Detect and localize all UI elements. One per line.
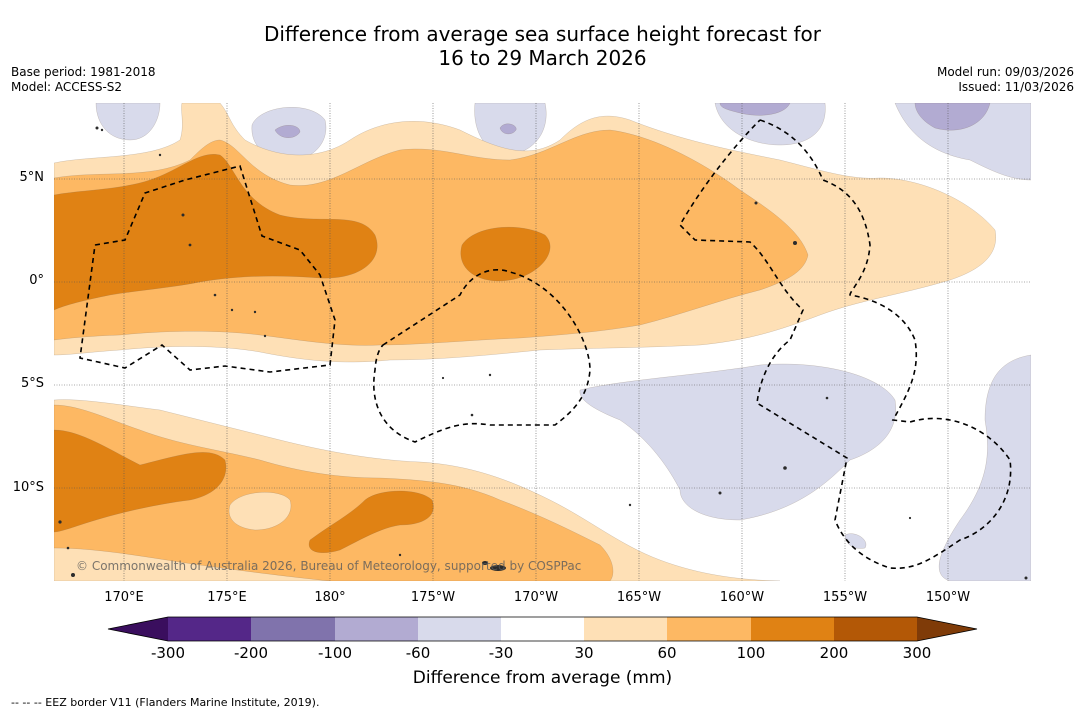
- colorbar-tick: 30: [574, 644, 594, 662]
- positive-bottom-left-light: [54, 547, 331, 581]
- metadata-left: Base period: 1981-2018 Model: ACCESS-S2: [11, 65, 156, 95]
- colorbar-segment-3: [335, 617, 418, 641]
- colorbar-segment-4: [418, 617, 501, 641]
- lat-label-0: 0°: [29, 273, 44, 288]
- lat-label-10s: 10°S: [12, 480, 44, 495]
- colorbar: [107, 616, 978, 642]
- metadata-right: Model run: 09/03/2026 Issued: 11/03/2026: [937, 65, 1074, 95]
- lon-label-180: 180°: [314, 590, 346, 605]
- positive-inner-south-light: [228, 491, 292, 531]
- colorbar-segment-5: [501, 617, 584, 641]
- base-period: Base period: 1981-2018: [11, 65, 156, 79]
- lon-label-155w: 155°W: [822, 590, 868, 605]
- graticule: [54, 103, 1031, 581]
- positive-core-south-west: [54, 429, 227, 533]
- colorbar-label: Difference from average (mm): [412, 668, 673, 688]
- colorbar-segment-8: [751, 617, 834, 641]
- negative-region-far-east: [938, 354, 1031, 581]
- colorbar-tick: -300: [150, 644, 186, 662]
- colorbar-tick: -200: [233, 644, 269, 662]
- lon-label-170w: 170°W: [513, 590, 559, 605]
- map-title: Difference from average sea surface heig…: [0, 22, 1085, 70]
- title-line-2: 16 to 29 March 2026: [438, 46, 647, 70]
- eez-border-kiribati-gilbert: [79, 165, 336, 373]
- negative-region-core-2: [914, 103, 991, 131]
- eez-border-tokelau-phoenix: [373, 268, 591, 443]
- eez-borders: [79, 119, 1012, 570]
- colorbar-tick: -100: [317, 644, 353, 662]
- colorbar-tick: 300: [902, 644, 932, 662]
- positive-band-south-mid: [54, 404, 614, 581]
- colorbar-tick: -30: [488, 644, 514, 662]
- lat-label-5n: 5°N: [19, 170, 45, 185]
- negative-region-south-small: [844, 533, 867, 549]
- issued-date: Issued: 11/03/2026: [958, 80, 1074, 94]
- model-name: Model: ACCESS-S2: [11, 80, 123, 94]
- lon-label-160w: 160°W: [719, 590, 765, 605]
- colorbar-segment-7: [667, 617, 751, 641]
- copyright-notice: © Commonwealth of Australia 2026, Bureau…: [76, 559, 581, 573]
- land-islands: [58, 126, 1028, 580]
- negative-region-southeast: [579, 363, 897, 521]
- negative-region-core-4: [499, 123, 517, 135]
- lon-label-175e: 175°E: [207, 590, 247, 605]
- positive-band-north-mid: [54, 129, 809, 346]
- lat-label-5s: 5°S: [20, 376, 44, 391]
- colorbar-segment-9: [834, 617, 917, 641]
- positive-core-central: [460, 226, 551, 282]
- title-line-1: Difference from average sea surface heig…: [263, 22, 822, 46]
- positive-core-west: [54, 153, 378, 311]
- lon-label-175w: 175°W: [410, 590, 456, 605]
- colorbar-segment-6: [584, 617, 667, 641]
- colorbar-min-extension: [108, 617, 168, 641]
- negative-region-north-1: [95, 103, 161, 141]
- positive-core-south-central: [308, 490, 434, 553]
- lon-label-150w: 150°W: [925, 590, 971, 605]
- colorbar-tick: 200: [819, 644, 849, 662]
- model-run: Model run: 09/03/2026: [936, 65, 1074, 79]
- colorbar-segment-2: [251, 617, 335, 641]
- colorbar-max-extension: [917, 617, 977, 641]
- eez-border-line-islands: [679, 119, 1012, 570]
- negative-region-core-1: [719, 103, 791, 116]
- colorbar-tick: 60: [657, 644, 677, 662]
- colorbar-tick: 100: [736, 644, 766, 662]
- eez-footnote: -- -- -- EEZ border V11 (Flanders Marine…: [11, 696, 320, 709]
- negative-region-core-3: [274, 125, 301, 138]
- colorbar-segment-1: [168, 617, 251, 641]
- colorbar-tick: -60: [405, 644, 431, 662]
- lon-label-165w: 165°W: [616, 590, 662, 605]
- map-field: © Commonwealth of Australia 2026, Bureau…: [54, 103, 1031, 581]
- lon-label-170e: 170°E: [104, 590, 144, 605]
